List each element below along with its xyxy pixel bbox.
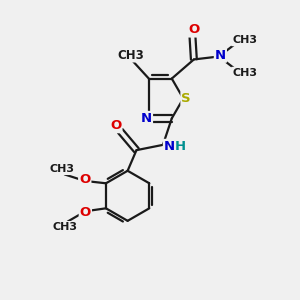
Text: O: O [110, 119, 122, 132]
Text: H: H [175, 140, 186, 153]
Text: O: O [79, 173, 90, 186]
Text: CH3: CH3 [52, 222, 77, 232]
Text: O: O [188, 23, 200, 37]
Text: N: N [141, 112, 152, 125]
Text: CH3: CH3 [49, 164, 74, 174]
Text: S: S [182, 92, 191, 105]
Text: CH3: CH3 [232, 35, 257, 45]
Text: N: N [164, 140, 175, 153]
Text: O: O [80, 206, 91, 219]
Text: CH3: CH3 [118, 49, 145, 62]
Text: N: N [215, 49, 226, 62]
Text: CH3: CH3 [232, 68, 257, 78]
